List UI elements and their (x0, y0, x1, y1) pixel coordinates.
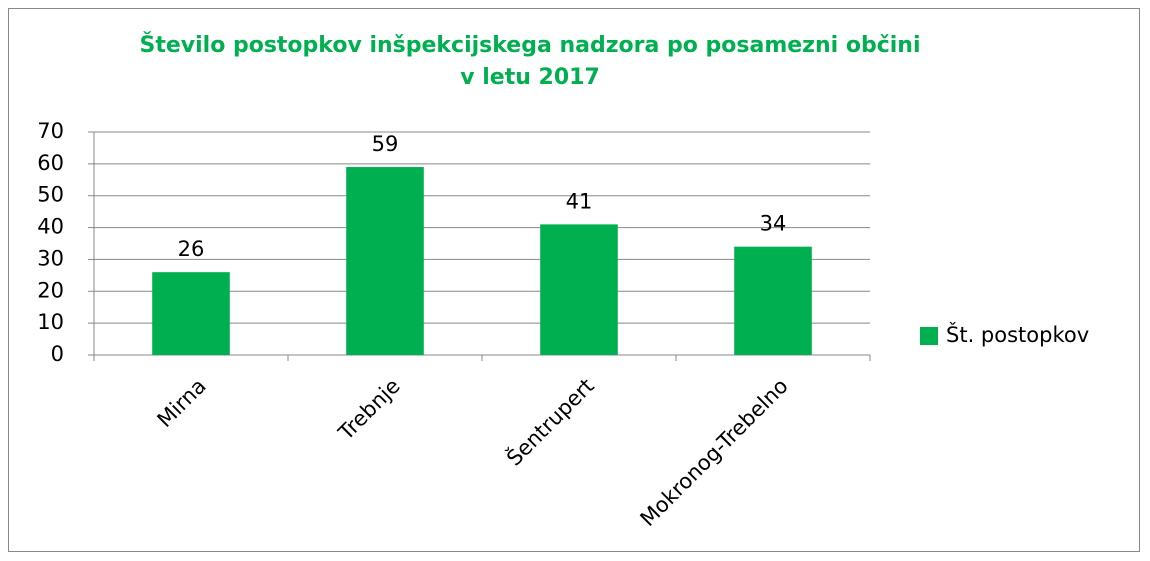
bar (734, 246, 812, 355)
bar (540, 224, 618, 355)
y-tick-label: 60 (37, 151, 64, 175)
bar (152, 272, 230, 355)
data-label: 41 (566, 189, 593, 213)
data-label: 59 (372, 132, 399, 156)
y-tick-label: 10 (37, 310, 64, 334)
chart-frame (8, 8, 1140, 552)
legend-swatch (920, 327, 938, 345)
y-tick-label: 40 (37, 215, 64, 239)
x-tick-label: Šentrupert (501, 373, 598, 470)
x-tick-label: Mirna (153, 374, 211, 432)
data-label: 26 (178, 237, 205, 261)
y-tick-label: 20 (37, 278, 64, 302)
x-tick-label: Mokronog-Trebelno (636, 374, 793, 531)
y-tick-label: 50 (37, 183, 64, 207)
data-label: 34 (760, 212, 787, 236)
y-tick-label: 30 (37, 246, 64, 270)
chart-title: Število postopkov inšpekcijskega nadzora… (139, 33, 921, 90)
legend-label: Št. postopkov (946, 322, 1089, 347)
bar (346, 167, 424, 355)
y-tick-label: 70 (37, 119, 64, 143)
x-tick-label: Trebnje (333, 374, 405, 446)
y-tick-label: 0 (51, 342, 64, 366)
